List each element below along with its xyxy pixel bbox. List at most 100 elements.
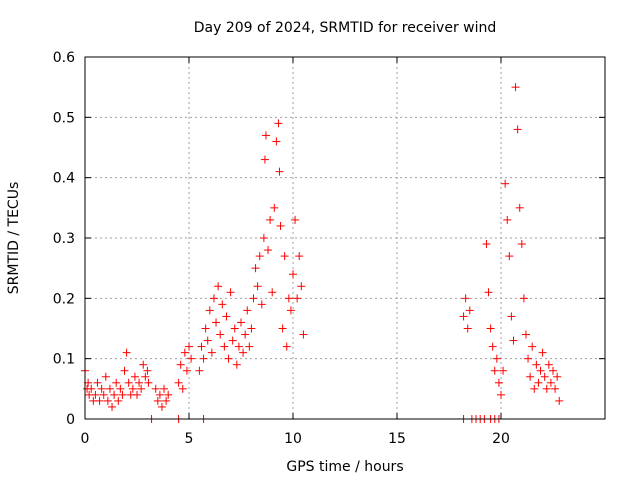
- data-point: [261, 131, 270, 140]
- data-point: [284, 294, 293, 303]
- y-axis-label: SRMTID / TECUs: [6, 182, 22, 295]
- data-point: [237, 318, 245, 327]
- grid-lines: [85, 57, 605, 419]
- data-point: [135, 378, 144, 387]
- data-point: [264, 246, 273, 255]
- data-point: [278, 324, 287, 333]
- data-point: [521, 330, 530, 339]
- data-point: [224, 354, 233, 363]
- data-point: [519, 294, 528, 303]
- x-tick-label: 5: [185, 431, 194, 447]
- data-point: [526, 372, 535, 381]
- data-point: [286, 306, 295, 315]
- y-tick-label: 0.1: [53, 352, 75, 368]
- data-point: [157, 402, 166, 411]
- data-point: [97, 384, 106, 393]
- data-point: [492, 354, 501, 363]
- data-point: [162, 396, 171, 405]
- data-point: [120, 366, 129, 375]
- data-point: [299, 330, 308, 339]
- data-point: [197, 342, 206, 351]
- chart-title: Day 209 of 2024, SRMTID for receiver win…: [194, 20, 497, 36]
- data-point: [230, 324, 239, 333]
- data-point: [270, 203, 279, 212]
- x-tick-label: 0: [81, 431, 90, 447]
- data-point: [266, 215, 275, 224]
- data-point: [207, 348, 216, 357]
- data-point: [505, 252, 514, 261]
- data-point: [212, 318, 221, 327]
- data-point: [251, 264, 260, 273]
- data-point: [524, 354, 533, 363]
- data-point: [542, 384, 551, 393]
- data-point: [151, 384, 160, 393]
- data-point: [144, 378, 153, 387]
- data-point: [205, 306, 214, 315]
- y-tick-label: 0.3: [53, 231, 75, 247]
- y-tick-label: 0.5: [53, 110, 75, 126]
- data-point: [241, 330, 250, 339]
- data-point: [546, 378, 555, 387]
- data-point: [534, 378, 543, 387]
- y-tick-label: 0.2: [53, 291, 75, 307]
- data-point: [257, 300, 266, 309]
- data-point: [101, 372, 110, 381]
- data-point: [155, 390, 164, 399]
- data-point: [228, 336, 237, 345]
- data-point: [501, 179, 510, 188]
- data-point: [122, 348, 131, 357]
- x-tick-label: 15: [388, 431, 406, 447]
- data-point: [234, 342, 243, 351]
- data-point: [463, 324, 472, 333]
- data-point: [499, 366, 508, 375]
- data-point: [226, 288, 235, 297]
- data-point: [93, 378, 102, 387]
- data-point: [153, 396, 162, 405]
- data-point: [124, 378, 133, 387]
- data-point: [490, 366, 499, 375]
- data-point: [295, 252, 304, 261]
- y-tick-label: 0: [66, 412, 75, 428]
- data-point: [259, 234, 268, 242]
- data-point: [114, 396, 123, 405]
- data-point: [513, 125, 522, 134]
- data-point: [243, 306, 252, 315]
- data-point: [91, 390, 100, 399]
- data-point: [187, 354, 196, 363]
- data-point: [272, 137, 281, 146]
- data-point: [276, 221, 285, 230]
- data-point: [553, 372, 562, 381]
- data-point: [245, 342, 254, 351]
- data-point: [482, 240, 491, 249]
- data-point: [143, 366, 152, 375]
- data-point: [199, 354, 208, 363]
- data-point: [260, 155, 269, 164]
- data-point: [182, 366, 191, 375]
- data-point: [484, 288, 493, 297]
- data-point: [214, 282, 223, 291]
- data-point: [128, 384, 137, 393]
- data-point: [255, 252, 264, 261]
- data-point: [216, 330, 225, 339]
- y-tick-label: 0.4: [53, 171, 75, 187]
- data-point: [544, 360, 553, 369]
- data-point: [509, 336, 518, 345]
- data-point: [280, 252, 289, 261]
- data-point: [268, 288, 277, 297]
- data-point: [239, 348, 248, 357]
- data-point: [220, 342, 229, 351]
- y-tick-label: 0.6: [53, 50, 75, 66]
- data-point: [130, 372, 139, 381]
- data-point: [275, 167, 284, 176]
- data-point: [201, 324, 210, 333]
- data-point: [291, 215, 300, 224]
- data-point: [488, 342, 497, 351]
- data-point: [218, 300, 227, 309]
- data-point: [507, 312, 516, 321]
- data-point: [289, 270, 297, 279]
- data-point: [118, 390, 127, 399]
- data-point: [139, 360, 148, 369]
- data-point: [497, 390, 505, 399]
- data-point: [555, 396, 564, 405]
